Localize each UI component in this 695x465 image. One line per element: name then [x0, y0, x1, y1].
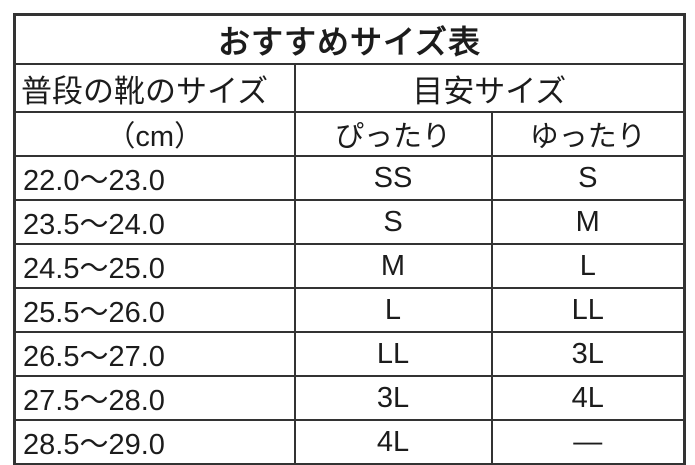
cell-size-cm: 28.5〜29.0: [13, 419, 296, 465]
cell-snug-size: 4L: [293, 419, 493, 465]
cell-size-cm: 24.5〜25.0: [13, 243, 296, 289]
cell-size-cm: 27.5〜28.0: [13, 375, 296, 421]
cell-snug-size: M: [293, 243, 493, 289]
cell-size-cm: 23.5〜24.0: [13, 199, 296, 245]
cell-loose-size: M: [490, 199, 686, 245]
cell-size-cm: 26.5〜27.0: [13, 331, 296, 377]
cell-snug-size: SS: [293, 155, 493, 201]
subheader-snug-fit: ぴったり: [293, 111, 493, 157]
table-title: おすすめサイズ表: [13, 13, 686, 65]
header-row: 普段の靴のサイズ 目安サイズ: [13, 63, 686, 113]
subheader-loose-fit: ゆったり: [490, 111, 686, 157]
cell-snug-size: 3L: [293, 375, 493, 421]
table-row: 23.5〜24.0 S M: [13, 199, 686, 245]
cell-loose-size: LL: [490, 287, 686, 333]
column-header-usual-shoe-size: 普段の靴のサイズ: [13, 63, 296, 113]
table-row: 26.5〜27.0 LL 3L: [13, 331, 686, 377]
table-row: 22.0〜23.0 SS S: [13, 155, 686, 201]
cell-snug-size: L: [293, 287, 493, 333]
title-row: おすすめサイズ表: [13, 13, 686, 65]
cell-snug-size: S: [293, 199, 493, 245]
cell-size-cm: 25.5〜26.0: [13, 287, 296, 333]
column-header-guide-size: 目安サイズ: [293, 63, 686, 113]
subheader-row: （cm） ぴったり ゆったり: [13, 111, 686, 157]
table-row: 24.5〜25.0 M L: [13, 243, 686, 289]
cell-snug-size: LL: [293, 331, 493, 377]
table-row: 28.5〜29.0 4L —: [13, 419, 686, 465]
cell-loose-size: —: [490, 419, 686, 465]
cell-loose-size: L: [490, 243, 686, 289]
table-row: 27.5〜28.0 3L 4L: [13, 375, 686, 421]
cell-loose-size: S: [490, 155, 686, 201]
cell-loose-size: 3L: [490, 331, 686, 377]
cell-size-cm: 22.0〜23.0: [13, 155, 296, 201]
subheader-cm: （cm）: [13, 111, 296, 157]
cell-loose-size: 4L: [490, 375, 686, 421]
table-row: 25.5〜26.0 L LL: [13, 287, 686, 333]
size-chart-table: おすすめサイズ表 普段の靴のサイズ 目安サイズ （cm） ぴったり ゆったり 2…: [13, 13, 687, 465]
